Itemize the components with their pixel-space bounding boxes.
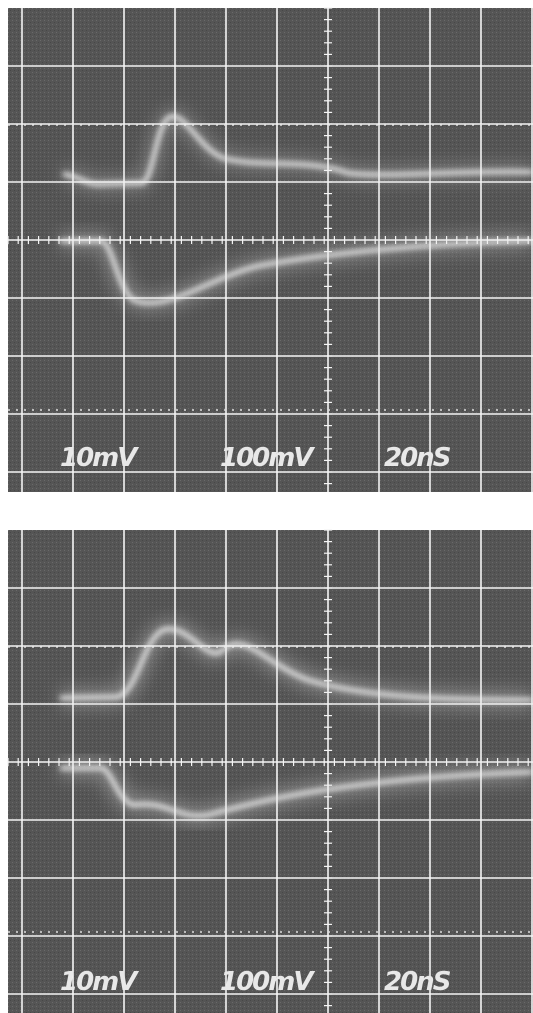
scope-label: 100mV (220, 443, 315, 473)
scope-label: 10mV (60, 967, 139, 997)
scope-label: 20nS (384, 967, 451, 997)
scope-photos: 10mV 100mV 20nS 10mV 100mV 20nS (0, 0, 533, 1013)
scope-panel: 10mV 100mV 20nS (8, 8, 533, 492)
page: 10mV 100mV 20nS 10mV 100mV 20nS (() => {… (0, 0, 533, 1013)
scope-label: 10mV (60, 443, 139, 473)
scope-label: 20nS (384, 443, 451, 473)
scope-label: 100mV (220, 967, 315, 997)
scope-panel: 10mV 100mV 20nS (8, 530, 533, 1013)
